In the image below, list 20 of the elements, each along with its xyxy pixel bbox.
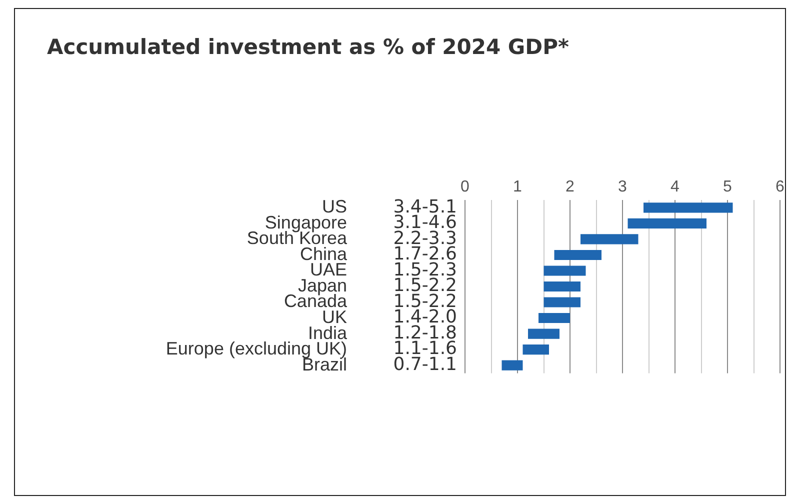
x-tick-label: 0 (460, 178, 470, 196)
x-tick-label: 2 (566, 178, 575, 196)
bar (580, 234, 638, 244)
bar (528, 328, 560, 339)
bar (628, 218, 706, 228)
bar (644, 202, 733, 213)
chart-title: Accumulated investment as % of 2024 GDP* (47, 35, 569, 59)
bar (522, 344, 549, 355)
x-tick-label: 5 (723, 178, 732, 196)
x-tick-label: 1 (513, 178, 522, 196)
bar (544, 266, 586, 276)
x-tick-label: 3 (618, 178, 628, 196)
x-tick-label: 4 (670, 178, 680, 196)
bar (554, 250, 602, 260)
y-tick-label: US (322, 196, 347, 217)
bar (538, 313, 570, 324)
bar (544, 281, 580, 292)
bar (502, 360, 523, 370)
bar (544, 297, 580, 308)
x-tick-label: 6 (776, 178, 785, 196)
